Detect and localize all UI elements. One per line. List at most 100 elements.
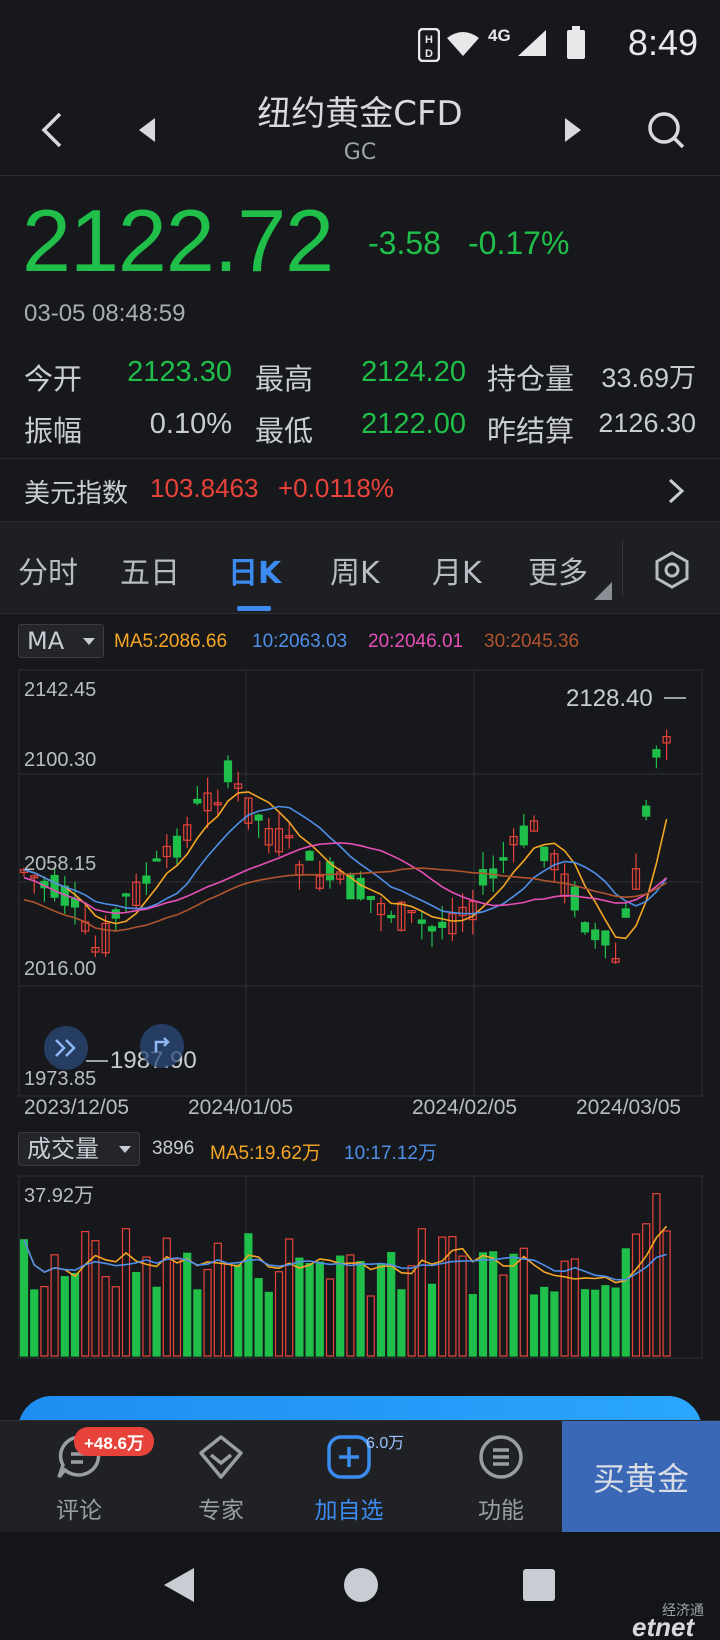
caret-down-icon (83, 638, 95, 645)
candle-body (162, 845, 171, 858)
volume-bar (417, 1228, 426, 1357)
stat-label: 昨结算 (487, 414, 575, 448)
status-bar: H D 4G 8:49 (0, 0, 720, 90)
candle-body (529, 820, 539, 832)
watermark-logo: etnet (632, 1612, 695, 1640)
chart-reset-button[interactable] (140, 1024, 184, 1068)
triangle-right-icon (565, 118, 581, 142)
volume-bar (336, 1255, 345, 1357)
network-type: 4G (488, 26, 511, 45)
price-change: -3.58 (368, 225, 441, 261)
buy-gold-button[interactable]: 买黄金 (562, 1421, 720, 1533)
nav-back-icon[interactable] (162, 1566, 196, 1604)
system-nav-bar: 经济通 etnet (0, 1532, 720, 1640)
volume-indicator-select[interactable]: 成交量 (18, 1132, 140, 1166)
volume-bar (305, 1263, 314, 1357)
settings-hexagon-icon[interactable] (652, 550, 692, 590)
candle-body (611, 958, 620, 963)
wifi-icon (447, 32, 479, 56)
volume-bar (111, 1286, 120, 1357)
candle-body (631, 868, 641, 890)
candle-body (223, 760, 233, 783)
ma10-value: 10:2063.03 (252, 631, 348, 652)
indicator-select[interactable]: MA (18, 624, 104, 658)
candle-body (264, 828, 273, 846)
volume-bar (499, 1274, 508, 1357)
usd-index-row[interactable]: 美元指数 103.8463 +0.0118% (0, 458, 720, 522)
volume-bar (223, 1263, 233, 1357)
candle-body (315, 875, 324, 889)
functions-button[interactable]: 功能 (446, 1433, 556, 1525)
tab-weekly-k[interactable]: 周K (330, 556, 380, 591)
triangle-left-icon (139, 118, 155, 142)
volume-bar (356, 1261, 365, 1357)
x-label: 2023/12/05 (24, 1096, 129, 1119)
tab-intraday[interactable]: 分时 (18, 556, 78, 591)
volume-last: 3896 (152, 1138, 195, 1159)
volume-bar (580, 1289, 590, 1357)
tab-divider (622, 540, 623, 596)
ma-line-10 (23, 805, 668, 915)
tab-more[interactable]: 更多 (528, 556, 588, 591)
chart-expand-button[interactable] (44, 1026, 88, 1070)
volume-bar (621, 1248, 630, 1357)
prev-symbol-button[interactable] (118, 102, 174, 158)
volume-bar (631, 1233, 641, 1357)
volume-bar (652, 1193, 661, 1357)
add-square-icon (327, 1435, 371, 1479)
volume-bar (519, 1247, 528, 1357)
stat-prev-settle: 2126.30 (598, 408, 696, 438)
volume-bar (234, 1264, 243, 1357)
volume-bar (601, 1285, 610, 1357)
stat-label: 最高 (255, 362, 314, 396)
candle-body (570, 886, 579, 911)
candle-body (662, 736, 671, 744)
tab-daily-k[interactable]: 日K (228, 556, 282, 591)
volume-ma-line-5 (23, 1225, 668, 1284)
candle-body (121, 893, 131, 897)
next-symbol-button[interactable] (546, 102, 602, 158)
candle-body (652, 749, 661, 758)
volume-bar (274, 1271, 284, 1357)
usd-index-change: +0.0118% (278, 473, 394, 503)
volume-bar (642, 1223, 651, 1357)
usd-index-value: 103.8463 (150, 473, 259, 503)
volume-select-value: 成交量 (27, 1135, 99, 1163)
quote-timestamp: 03-05 08:48:59 (24, 300, 186, 327)
svg-text:H: H (425, 34, 433, 46)
back-button[interactable] (24, 102, 80, 158)
volume-bar (162, 1237, 171, 1357)
candle-body (172, 835, 182, 858)
menu-list-icon (479, 1435, 523, 1479)
kline-chart[interactable]: 2142.45 2100.30 2058.15 2016.00 1973.85 … (0, 660, 720, 1120)
stat-low: 2122.00 (361, 408, 466, 440)
add-watchlist-button[interactable]: 加自选 (294, 1433, 404, 1525)
candle-body (550, 853, 559, 871)
nav-recents-icon[interactable] (522, 1568, 556, 1602)
volume-bar (70, 1272, 80, 1357)
volume-bars (19, 1193, 671, 1357)
expert-button[interactable]: 专家 (166, 1433, 276, 1525)
nav-home-icon[interactable] (342, 1566, 380, 1604)
candle-body (234, 783, 243, 789)
tab-five-day[interactable]: 五日 (120, 556, 180, 591)
stat-high: 2124.20 (361, 356, 466, 388)
candle-body (499, 857, 508, 861)
high-marker: 2128.40 (566, 685, 653, 712)
volume-ma-line-10 (23, 1239, 667, 1281)
volume-bar (478, 1252, 488, 1357)
stat-label: 持仓量 (487, 362, 575, 396)
volume-bar (81, 1230, 90, 1357)
volume-bar (50, 1254, 59, 1357)
bottom-toolbar: 评论 +48.6万 专家 加自选 6.0万 功能 买黄金 (0, 1420, 720, 1533)
candle-body (336, 871, 345, 880)
tab-monthly-k[interactable]: 月K (432, 556, 482, 591)
volume-chart[interactable]: 37.92万 (0, 1172, 720, 1362)
candle-body (468, 900, 477, 921)
clock: 8:49 (627, 22, 698, 63)
comments-button[interactable]: 评论 (24, 1433, 134, 1525)
search-button[interactable] (638, 102, 694, 158)
candle-body (366, 895, 375, 900)
y-label-bottom: 1973.85 (24, 1068, 96, 1090)
volume-bar (509, 1253, 518, 1357)
